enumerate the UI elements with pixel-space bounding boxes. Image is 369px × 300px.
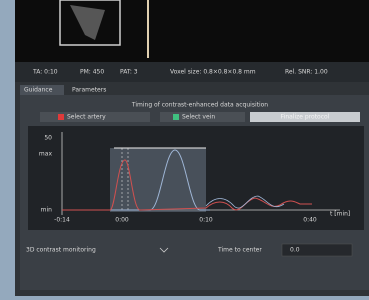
acquisition-window bbox=[110, 148, 206, 212]
button-label: Finalize protocol bbox=[281, 114, 330, 121]
artery-icon bbox=[58, 114, 64, 120]
image-view bbox=[15, 0, 369, 62]
button-label: Select artery bbox=[67, 114, 106, 121]
monitoring-label: 3D contrast monitoring bbox=[26, 247, 96, 254]
tab-label[interactable]: Parameters bbox=[72, 87, 106, 94]
button-label: Select vein bbox=[182, 114, 215, 121]
tab-label: Guidance bbox=[24, 87, 53, 94]
x-label: 0:00 bbox=[115, 217, 129, 224]
x-label: -0:14 bbox=[54, 217, 70, 224]
status: PAT: 3 bbox=[120, 69, 138, 76]
x-label: 0:10 bbox=[199, 217, 213, 224]
y-label: min bbox=[41, 207, 53, 214]
y-label: max bbox=[39, 151, 53, 158]
status: PM: 450 bbox=[80, 69, 104, 76]
screen: TA: 0:10 PM: 450 PAT: 3 Voxel size: 0.8×… bbox=[0, 0, 369, 296]
x-unit: t [min] bbox=[330, 211, 350, 218]
time-value: 0.0 bbox=[290, 247, 300, 254]
status: TA: 0:10 bbox=[32, 69, 58, 76]
status: Rel. SNR: 1.00 bbox=[285, 69, 328, 76]
y-label: 50 bbox=[44, 135, 52, 142]
vein-icon bbox=[173, 114, 179, 120]
status: Voxel size: 0.8×0.8×0.8 mm bbox=[170, 69, 256, 76]
x-label: 0:40 bbox=[303, 217, 317, 224]
panel-title: Timing of contrast-enhanced data acquisi… bbox=[131, 102, 268, 109]
time-label: Time to center bbox=[217, 247, 262, 254]
